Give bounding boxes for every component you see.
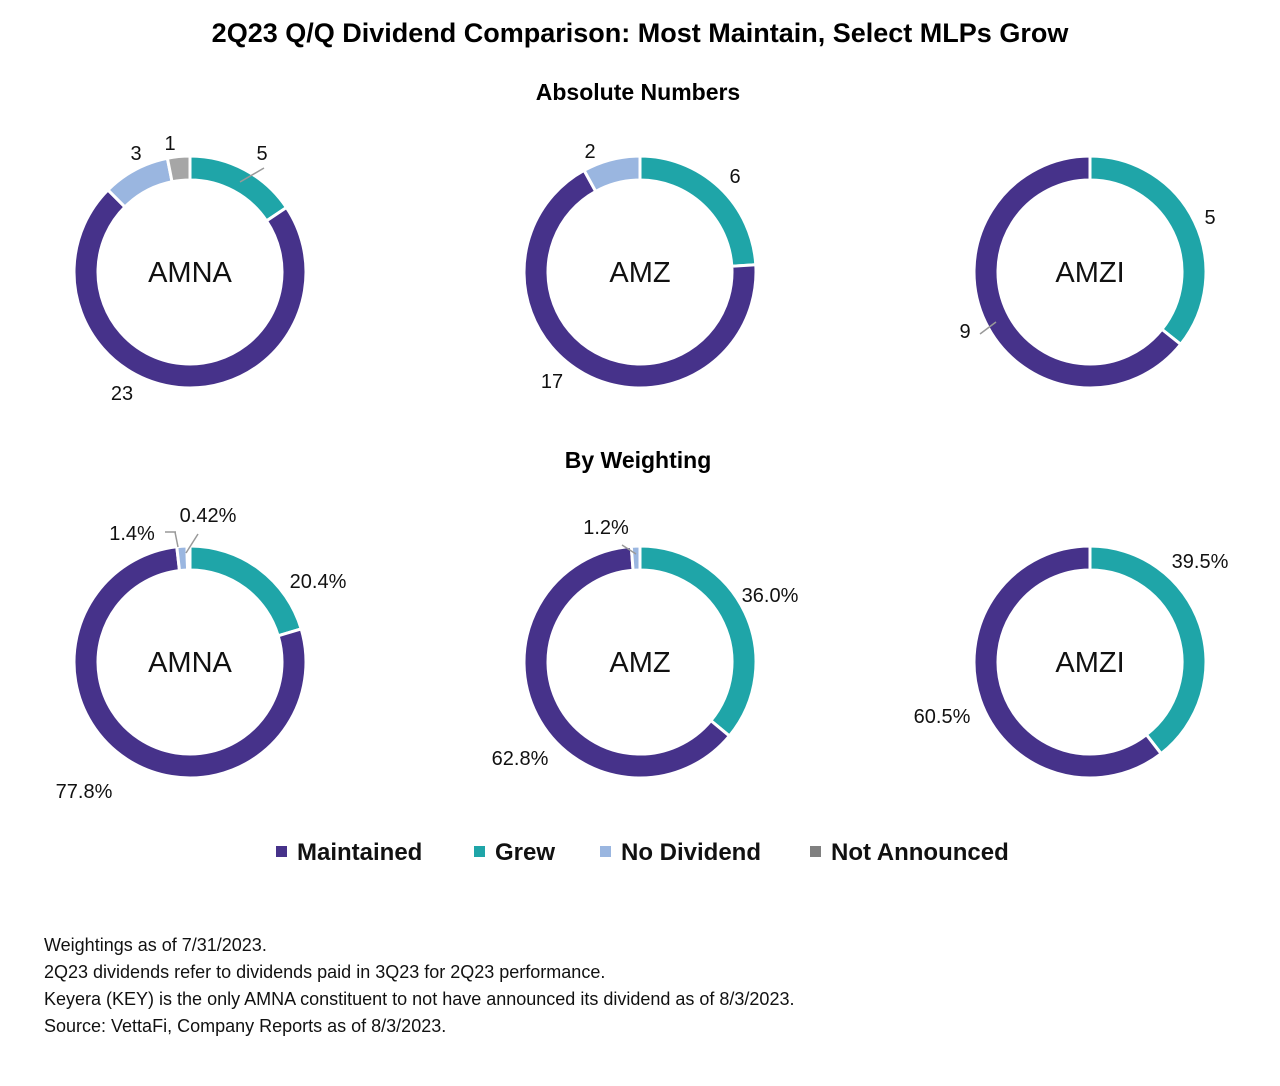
slice-no-dividend [629, 544, 642, 572]
data-label: 17 [541, 371, 563, 393]
center-label: AMZ [609, 647, 670, 679]
footnotes: Weightings as of 7/31/2023. 2Q23 dividen… [44, 932, 794, 1040]
legend-marker [276, 846, 287, 857]
legend: Maintained Grew No Dividend Not Announced [276, 839, 1009, 866]
slice-not-announced [165, 154, 192, 184]
data-label: 77.8% [56, 781, 113, 803]
slice-maintained [972, 544, 1164, 780]
data-label: 1.4% [109, 523, 155, 545]
slice-grew [188, 154, 289, 223]
data-label: 6 [729, 166, 740, 188]
leader-line [174, 531, 179, 548]
data-label: 23 [111, 383, 133, 405]
data-label: 2 [584, 141, 595, 163]
slice-maintained [72, 187, 308, 390]
data-label: 5 [256, 143, 267, 165]
center-label: AMZ [609, 257, 670, 289]
slice-grew [188, 544, 304, 638]
footnote: Source: VettaFi, Company Reports as of 8… [44, 1016, 447, 1036]
slice-grew [1088, 154, 1208, 347]
donut-amna: 5 23 3 1 AMNA [72, 133, 308, 405]
slice-maintained [972, 154, 1183, 390]
slice-maintained [72, 545, 308, 780]
legend-label: Grew [495, 839, 555, 866]
footnote: Weightings as of 7/31/2023. [44, 935, 267, 955]
data-label: 5 [1204, 207, 1215, 229]
donut-amz: 6 17 2 AMZ [522, 141, 758, 393]
donut-amzi: 39.5% 60.5% AMZI [914, 544, 1229, 780]
data-label: 3 [130, 143, 141, 165]
legend-marker [474, 846, 485, 857]
leader-line [621, 544, 637, 555]
leader-line [185, 533, 199, 554]
data-label: 1 [164, 133, 175, 155]
data-label: 0.42% [180, 505, 237, 527]
footnote: Keyera (KEY) is the only AMNA constituen… [44, 989, 795, 1009]
donut-amna: 20.4% 77.8% 1.4% 0.42% AMNA [56, 505, 347, 803]
data-label: 39.5% [1172, 551, 1229, 573]
legend-marker [810, 846, 821, 857]
data-label: 62.8% [492, 748, 549, 770]
data-label: 9 [959, 321, 970, 343]
slice-no-dividend [105, 156, 174, 210]
leader-line [239, 167, 265, 183]
leader-line [979, 321, 997, 335]
data-label: 36.0% [742, 585, 799, 607]
chart-title: 2Q23 Q/Q Dividend Comparison: Most Maint… [212, 18, 1070, 48]
donut-amzi: 5 9 AMZI [959, 154, 1216, 390]
center-label: AMNA [148, 257, 232, 289]
legend-marker [600, 846, 611, 857]
section-title-weighting: By Weighting [565, 447, 712, 473]
section-title-absolute: Absolute Numbers [536, 79, 740, 105]
legend-label: No Dividend [621, 839, 761, 866]
slice-maintained [522, 544, 732, 780]
slice-maintained [522, 168, 758, 390]
legend-label: Maintained [297, 839, 422, 866]
legend-label: Not Announced [831, 839, 1009, 866]
slice-no-dividend [582, 154, 642, 194]
footnote: 2Q23 dividends refer to dividends paid i… [44, 962, 606, 982]
slice-grew [638, 544, 758, 739]
center-label: AMNA [148, 647, 232, 679]
donut-amz: 36.0% 62.8% 1.2% AMZ [492, 517, 799, 780]
slice-not-announced [185, 544, 192, 572]
data-label: 20.4% [290, 571, 347, 593]
center-label: AMZI [1055, 257, 1124, 289]
data-label: 60.5% [914, 706, 971, 728]
data-label: 1.2% [583, 517, 629, 539]
center-label: AMZI [1055, 647, 1124, 679]
